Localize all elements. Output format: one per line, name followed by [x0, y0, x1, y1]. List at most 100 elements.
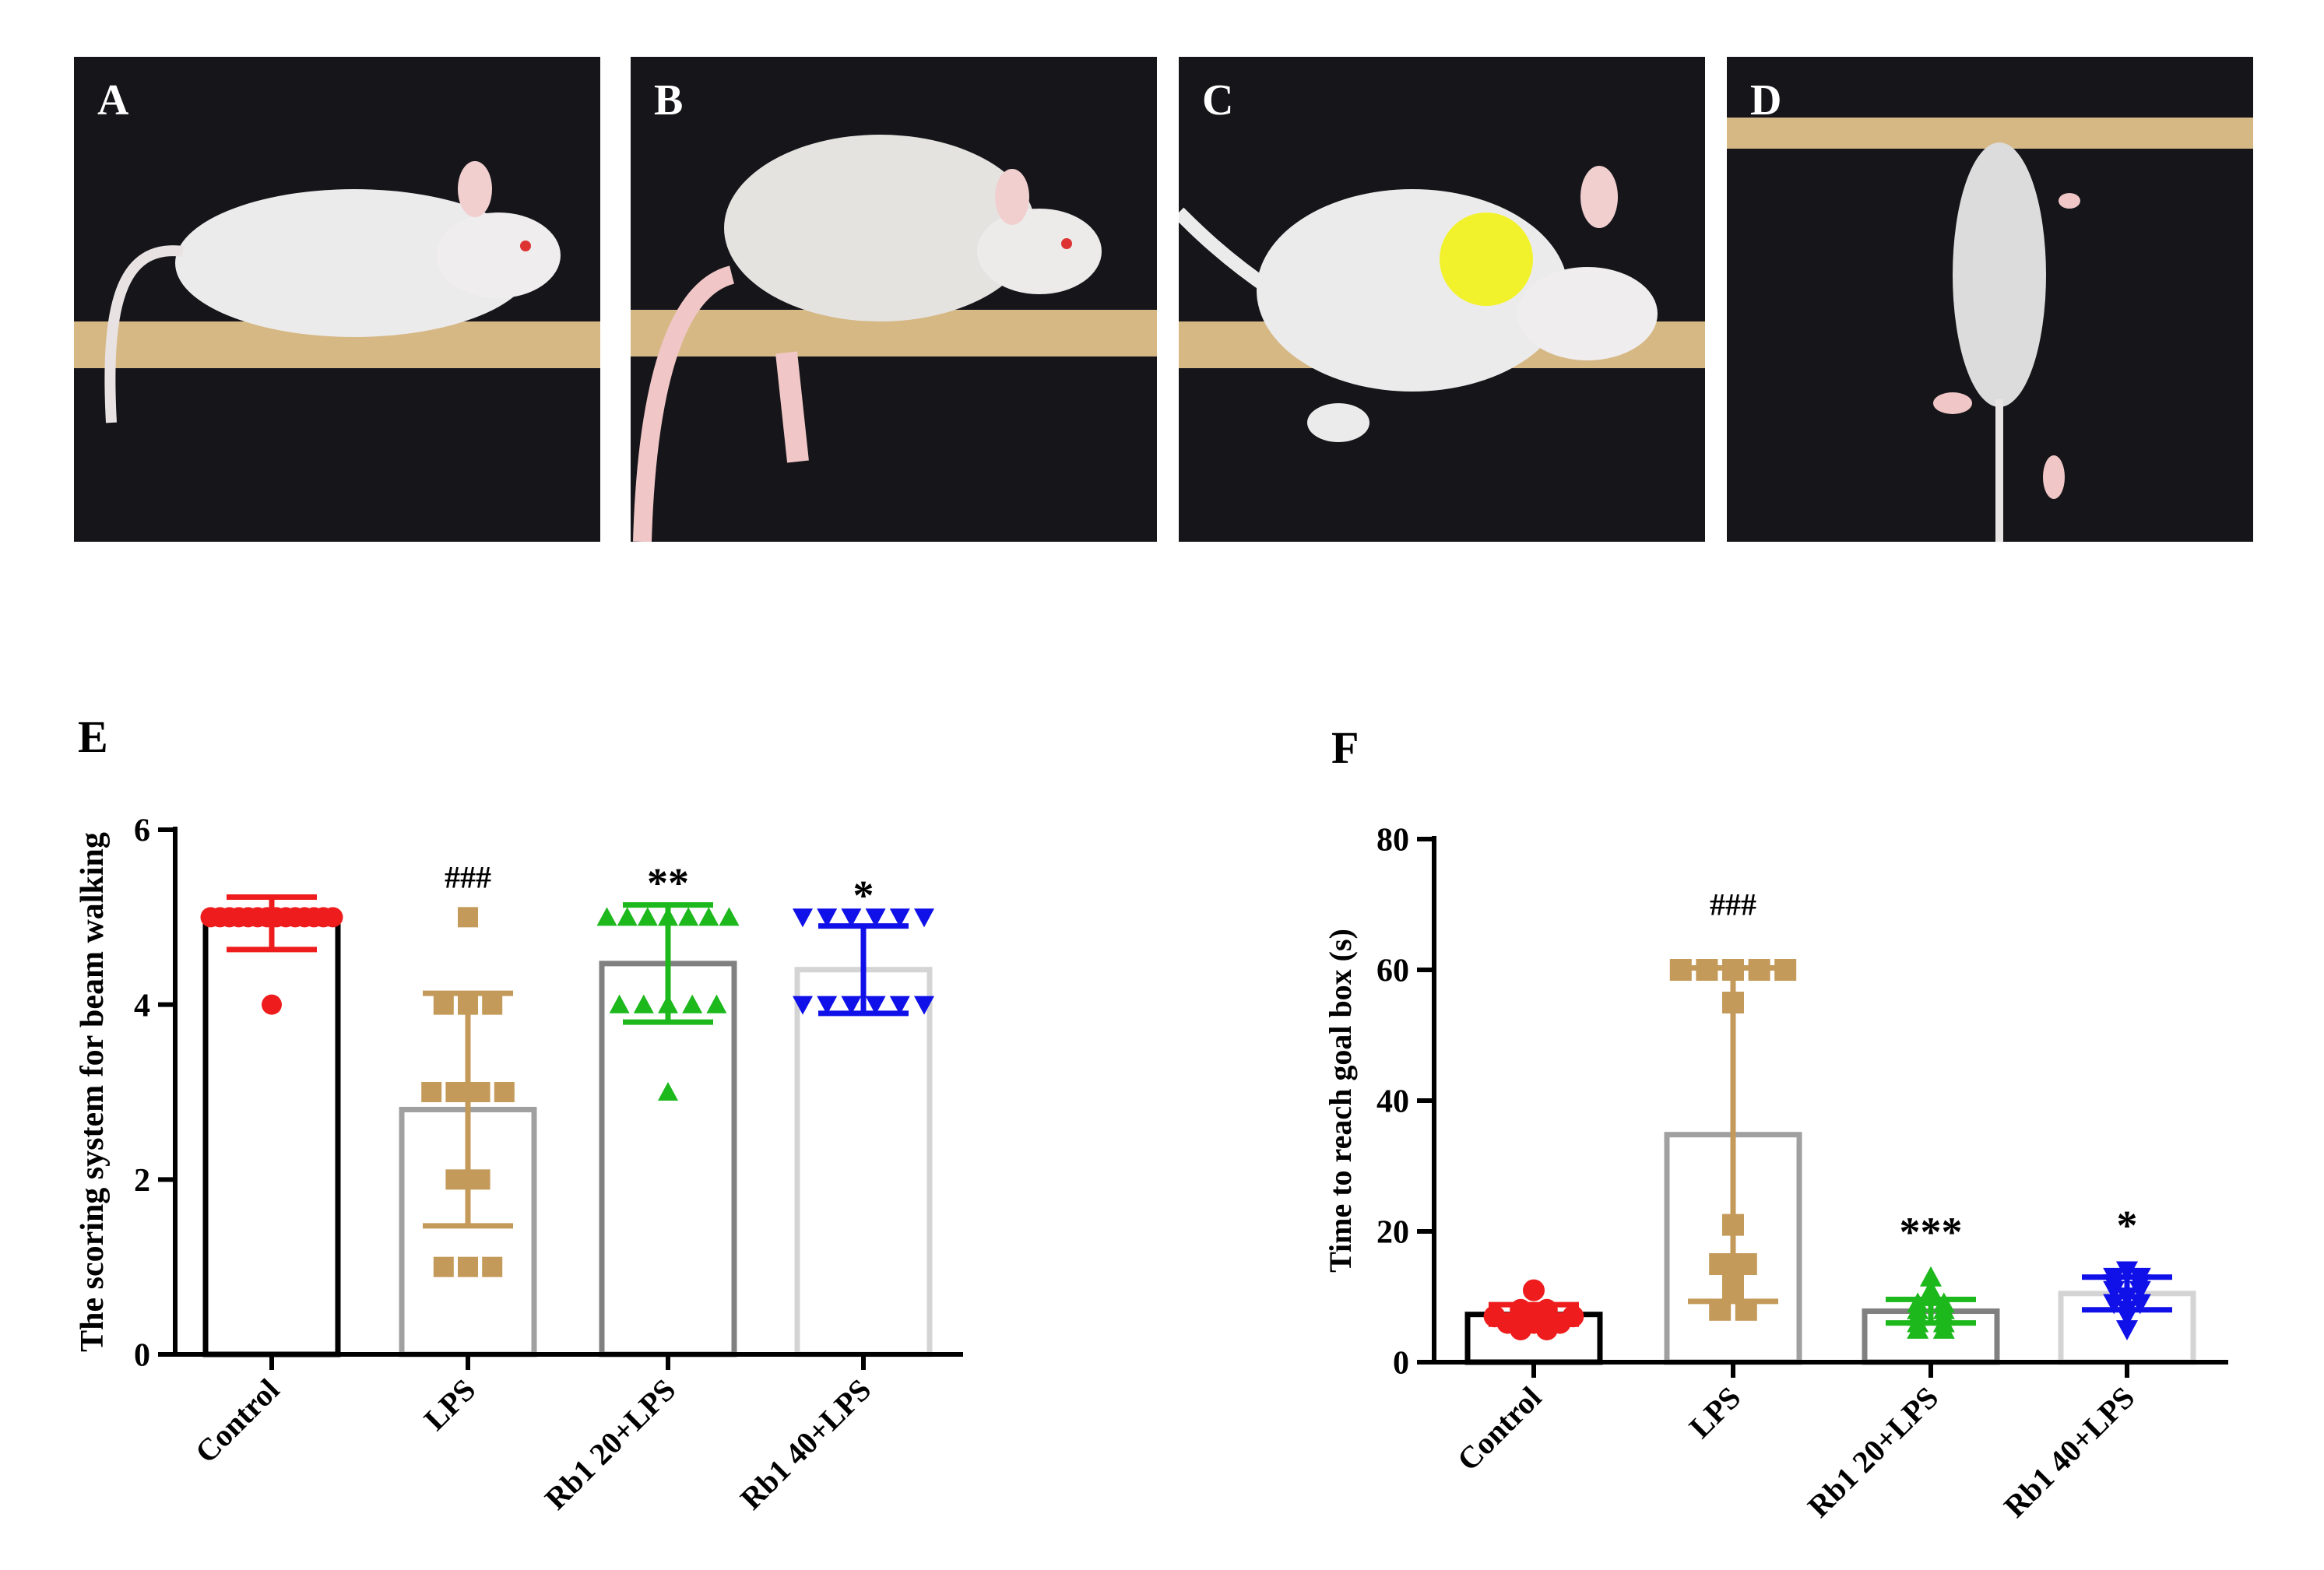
data-point [421, 1082, 442, 1102]
data-point [1907, 1292, 1929, 1313]
data-point [1735, 1298, 1757, 1321]
data-point [2103, 1267, 2125, 1288]
y-tick-label: 20 [1376, 1215, 1409, 1251]
x-tick-label: Control [1450, 1380, 1549, 1478]
significance-label: ### [445, 859, 491, 894]
data-point [658, 994, 678, 1013]
data-point [2129, 1267, 2151, 1288]
data-point [1722, 992, 1744, 1013]
photo-panel-b: B [631, 57, 1157, 542]
data-point [914, 996, 934, 1015]
mouse-hanging-icon [1727, 57, 2253, 542]
data-point [1748, 959, 1770, 981]
data-point [617, 907, 638, 926]
data-point [706, 994, 727, 1013]
data-point [793, 996, 813, 1015]
data-point [458, 994, 478, 1015]
mouse-crouching-icon [1179, 57, 1705, 542]
data-point [793, 908, 813, 928]
photo-panel-a: A [74, 57, 600, 542]
data-point [1920, 1279, 1942, 1300]
data-point [458, 907, 478, 928]
data-point [865, 996, 886, 1015]
data-point [2116, 1287, 2138, 1308]
data-point [1709, 1253, 1732, 1275]
data-point [817, 908, 838, 928]
y-tick-label: 60 [1376, 954, 1409, 989]
data-point [658, 907, 678, 926]
data-point [841, 996, 862, 1015]
data-point [698, 907, 719, 926]
data-point [1483, 1305, 1506, 1328]
data-point [2116, 1320, 2138, 1340]
data-point [482, 994, 503, 1015]
data-point [1510, 1298, 1532, 1321]
data-point [1523, 1279, 1545, 1301]
significance-label: ** [647, 860, 689, 907]
data-point [2129, 1294, 2151, 1315]
y-tick-label: 0 [1393, 1346, 1409, 1382]
data-point [1722, 959, 1744, 981]
data-point [469, 1082, 490, 1102]
data-point [1932, 1292, 1955, 1313]
data-point [433, 1256, 454, 1277]
x-tick-label: Rb1 40+LPS [1997, 1380, 2141, 1524]
data-point [433, 994, 454, 1015]
y-tick-label: 2 [134, 1163, 150, 1199]
data-point [322, 907, 343, 928]
data-point [1709, 1298, 1732, 1321]
data-point [914, 908, 934, 928]
y-axis-label: Time to reach goal box (s) [1323, 929, 1358, 1273]
data-point [2116, 1261, 2138, 1282]
photo-panel-c: C [1179, 57, 1705, 542]
data-point [445, 1169, 466, 1190]
data-point [1722, 1214, 1744, 1236]
panel-letter-b: B [654, 76, 684, 125]
y-tick-label: 6 [134, 813, 150, 849]
significance-label: ### [1710, 887, 1756, 922]
data-point [678, 907, 699, 926]
data-point [1920, 1266, 1942, 1287]
mouse-slipping-icon [631, 57, 1157, 542]
data-point [658, 1082, 678, 1101]
photo-panel-d: D [1727, 57, 2253, 542]
significance-label: *** [1900, 1209, 1963, 1256]
data-point [2116, 1300, 2138, 1321]
data-point [1669, 959, 1692, 981]
significance-label: * [853, 872, 874, 918]
data-point [1735, 1253, 1757, 1275]
data-point [841, 908, 862, 928]
data-point [889, 996, 910, 1015]
panel-letter-a: A [97, 76, 129, 125]
data-point [865, 908, 886, 928]
data-point [2103, 1294, 2125, 1315]
y-tick-label: 0 [134, 1338, 150, 1374]
y-tick-label: 80 [1376, 823, 1409, 859]
data-point [1696, 959, 1718, 981]
data-point [1535, 1298, 1558, 1321]
y-tick-label: 40 [1376, 1084, 1409, 1120]
x-tick-label: LPS [1682, 1380, 1748, 1445]
data-point [889, 908, 910, 928]
y-tick-label: 4 [134, 988, 150, 1024]
data-point [719, 907, 740, 926]
data-point [817, 996, 838, 1015]
data-point [469, 1169, 490, 1190]
data-point [1722, 1273, 1744, 1295]
data-point [682, 994, 703, 1013]
data-point [482, 1256, 503, 1277]
data-point [1774, 959, 1797, 981]
data-point [458, 1256, 478, 1277]
data-point [609, 994, 630, 1013]
data-point [445, 1082, 466, 1102]
mouse-on-beam-icon [74, 57, 600, 542]
panel-letter-f: F [1331, 722, 1359, 773]
y-axis-label: The scoring system for beam walking [75, 832, 111, 1352]
data-point [637, 907, 658, 926]
panel-letter-e: E [78, 711, 108, 762]
data-point [494, 1082, 515, 1102]
data-point [596, 907, 617, 926]
x-tick-label: Rb1 20+LPS [1801, 1380, 1945, 1524]
